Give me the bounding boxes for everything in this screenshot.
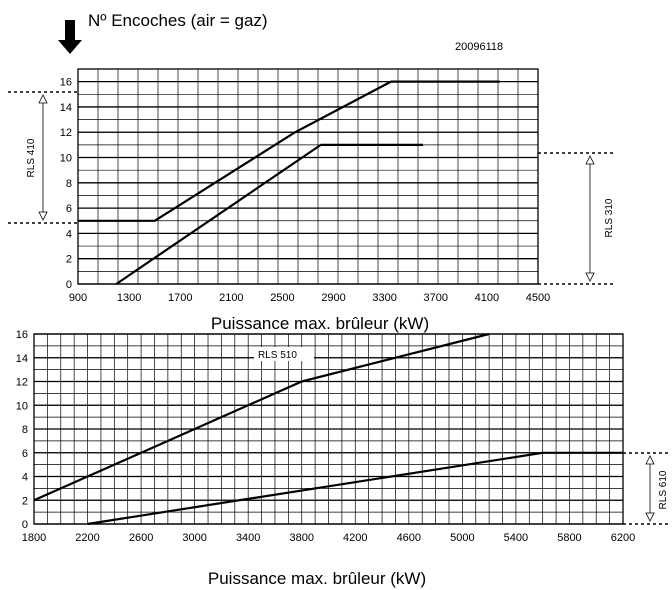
y-tick-label: 4 — [22, 472, 28, 484]
chart-1-x-ticks: 900 1300 1700 2100 2500 2900 3300 3700 4100 4500 — [69, 292, 550, 304]
y-tick-label: 2 — [22, 495, 28, 507]
x-tick-label: 6200 — [611, 532, 635, 544]
chart-2: 0 2 4 6 8 10 12 14 16 1800 2200 2600 3000 3400 3800 42… — [16, 329, 669, 588]
x-tick-label: 2200 — [75, 532, 99, 544]
rls-310-label: RLS 310 — [604, 198, 615, 237]
x-tick-label: 3000 — [182, 532, 206, 544]
y-tick-label: 12 — [60, 127, 72, 139]
chart-2-x-ticks: 1800 2200 2600 3000 3400 3800 4200 4600 5000 5400… — [22, 532, 635, 544]
chart-1-x-axis-label: Puissance max. brûleur (kW) — [211, 314, 429, 333]
x-tick-label: 2500 — [270, 292, 294, 304]
y-tick-label: 0 — [66, 279, 72, 291]
down-arrow-icon — [58, 20, 82, 54]
x-tick-label: 3300 — [372, 292, 396, 304]
x-tick-label: 900 — [69, 292, 87, 304]
y-tick-label: 8 — [22, 424, 28, 436]
chart-2-x-axis-label: Puissance max. brûleur (kW) — [208, 569, 426, 588]
series-line-1 — [33, 332, 490, 502]
y-tick-label: 12 — [16, 377, 28, 389]
x-tick-label: 4500 — [526, 292, 550, 304]
plot-frame — [33, 333, 624, 525]
y-tick-label: 8 — [66, 178, 72, 190]
x-tick-label: 4600 — [397, 532, 421, 544]
x-tick-label: 5800 — [557, 532, 581, 544]
y-tick-label: 10 — [60, 153, 72, 165]
chart-2-series — [33, 332, 623, 526]
y-tick-label: 16 — [60, 77, 72, 89]
y-tick-label: 16 — [16, 329, 28, 341]
x-tick-label: 2600 — [129, 532, 153, 544]
figure-code: 20096118 — [455, 41, 503, 53]
x-tick-label: 3800 — [289, 532, 313, 544]
x-tick-label: 3700 — [424, 292, 448, 304]
series-line-1 — [78, 80, 500, 222]
x-tick-label: 1700 — [168, 292, 192, 304]
x-tick-label: 2900 — [321, 292, 345, 304]
x-tick-label: 1800 — [22, 532, 46, 544]
x-tick-label: 1300 — [117, 292, 141, 304]
chart-2-y-ticks: 0 2 4 6 8 10 12 14 16 — [16, 329, 28, 531]
x-tick-label: 4100 — [475, 292, 499, 304]
range-annotation-rls-410: RLS 410 — [8, 91, 78, 224]
chart-1-grid — [77, 68, 539, 285]
y-tick-label: 2 — [66, 254, 72, 266]
y-tick-label: 6 — [66, 203, 72, 215]
rls-410-label: RLS 410 — [26, 138, 37, 177]
y-tick-label: 14 — [60, 102, 72, 114]
x-tick-label: 4200 — [343, 532, 367, 544]
rls-510-label: RLS 510 — [258, 350, 297, 361]
y-tick-label: 4 — [66, 228, 72, 240]
rls-510-annotation: RLS 510 — [254, 347, 314, 361]
series-line-2 — [115, 143, 423, 285]
y-tick-label: 6 — [22, 448, 28, 460]
chart-1: 0 2 4 6 8 10 12 14 16 900 1300 1700 2100 2500 2900 330… — [8, 68, 615, 333]
x-tick-label: 3400 — [236, 532, 260, 544]
x-tick-label: 2100 — [219, 292, 243, 304]
y-tick-label: 14 — [16, 353, 28, 365]
x-tick-label: 5400 — [504, 532, 528, 544]
chart-1-y-ticks: 0 2 4 6 8 10 12 14 16 — [60, 77, 72, 291]
y-tick-label: 0 — [22, 519, 28, 531]
rls-610-label: RLS 610 — [658, 470, 669, 509]
series-line-2 — [87, 451, 623, 526]
chart-title: Nº Encoches (air = gaz) — [88, 11, 268, 30]
chart-1-series — [78, 80, 500, 285]
chart-2-grid — [33, 333, 624, 525]
x-tick-label: 5000 — [450, 532, 474, 544]
range-annotation-rls-310: RLS 310 — [538, 152, 615, 285]
range-annotation-rls-610: RLS 610 — [623, 452, 669, 525]
plot-frame — [77, 68, 539, 285]
y-tick-label: 10 — [16, 400, 28, 412]
